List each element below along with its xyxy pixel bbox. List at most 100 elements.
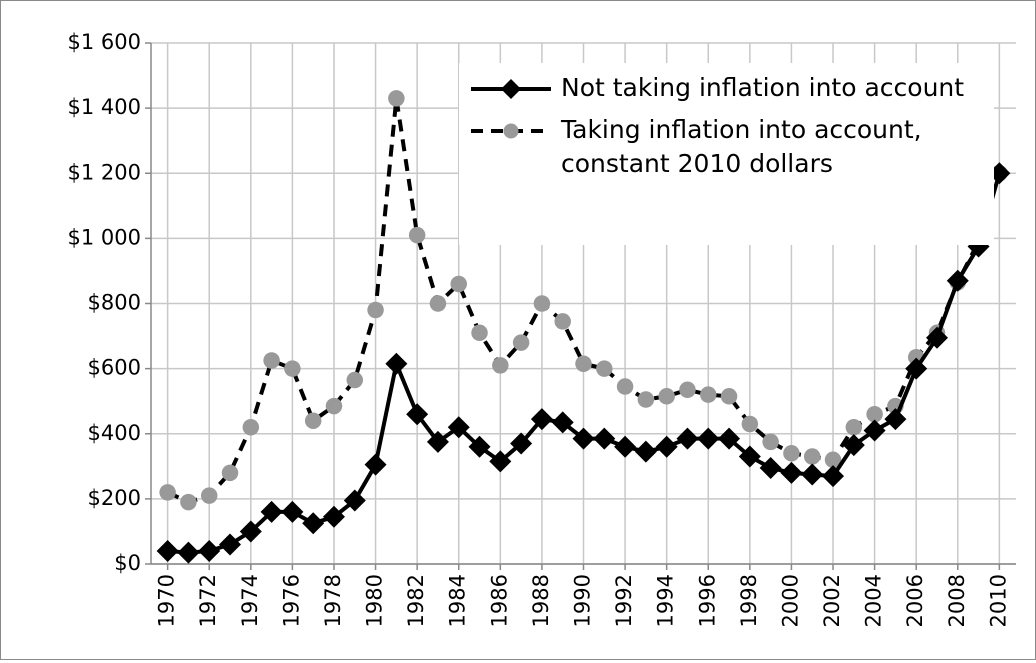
marker bbox=[198, 539, 221, 562]
marker bbox=[554, 313, 571, 330]
marker bbox=[634, 440, 657, 463]
marker bbox=[616, 378, 634, 395]
x-tick-label: 2008 bbox=[945, 574, 969, 627]
marker bbox=[429, 295, 447, 312]
y-tick-label: $1 600 bbox=[68, 30, 141, 54]
marker bbox=[801, 463, 824, 486]
marker bbox=[242, 418, 260, 436]
marker bbox=[501, 79, 521, 99]
legend-swatch bbox=[471, 123, 551, 139]
marker bbox=[471, 324, 488, 342]
marker bbox=[884, 408, 907, 431]
marker bbox=[575, 355, 592, 372]
legend-label: Not taking inflation into account bbox=[561, 73, 965, 102]
marker bbox=[221, 464, 239, 482]
y-tick-label: $400 bbox=[88, 421, 141, 445]
y-tick-label: $0 bbox=[114, 551, 141, 575]
legend-label: Taking inflation into account, constant … bbox=[561, 115, 922, 178]
marker bbox=[762, 433, 779, 451]
marker bbox=[260, 500, 283, 523]
legend-item: Not taking inflation into account bbox=[469, 71, 984, 105]
marker bbox=[925, 326, 948, 349]
y-tick-label: $800 bbox=[88, 291, 141, 315]
marker bbox=[156, 539, 179, 562]
marker bbox=[697, 427, 720, 450]
marker bbox=[468, 435, 491, 458]
marker bbox=[450, 275, 467, 293]
x-tick-label: 1996 bbox=[695, 574, 719, 627]
marker bbox=[759, 456, 782, 479]
marker bbox=[824, 451, 842, 469]
x-tick-label: 1984 bbox=[446, 574, 470, 627]
marker bbox=[533, 295, 551, 312]
marker bbox=[655, 435, 678, 458]
marker bbox=[510, 432, 533, 455]
marker bbox=[304, 412, 322, 429]
marker bbox=[718, 427, 741, 450]
marker bbox=[866, 405, 883, 423]
marker bbox=[322, 505, 345, 528]
legend-swatch bbox=[471, 79, 551, 99]
x-tick-label: 1970 bbox=[155, 574, 179, 627]
x-tick-label: 1988 bbox=[529, 574, 553, 627]
x-tick-label: 1994 bbox=[654, 574, 678, 627]
marker bbox=[263, 352, 280, 369]
y-tick-label: $200 bbox=[88, 486, 141, 510]
marker bbox=[346, 371, 364, 389]
marker bbox=[530, 408, 553, 431]
x-tick-label: 1986 bbox=[487, 574, 511, 627]
marker bbox=[780, 461, 803, 484]
marker bbox=[783, 445, 800, 462]
marker bbox=[676, 427, 699, 450]
x-tick-label: 2004 bbox=[862, 574, 886, 627]
x-tick-label: 1974 bbox=[238, 574, 262, 627]
marker bbox=[637, 391, 655, 408]
marker bbox=[364, 453, 387, 476]
marker bbox=[741, 415, 759, 433]
marker bbox=[596, 360, 613, 377]
marker bbox=[551, 411, 574, 434]
x-tick-label: 2006 bbox=[903, 574, 927, 627]
marker bbox=[302, 512, 325, 535]
marker bbox=[700, 386, 717, 403]
y-tick-label: $600 bbox=[88, 356, 141, 380]
marker bbox=[593, 427, 616, 450]
x-tick-label: 1998 bbox=[737, 574, 761, 627]
marker bbox=[180, 493, 197, 511]
marker bbox=[863, 419, 886, 442]
marker bbox=[842, 434, 865, 457]
marker bbox=[388, 90, 405, 107]
x-tick-label: 1980 bbox=[363, 574, 387, 627]
marker bbox=[159, 484, 176, 501]
y-tick-label: $1 000 bbox=[68, 225, 141, 249]
x-tick-label: 1982 bbox=[404, 574, 428, 627]
marker bbox=[503, 123, 519, 139]
marker bbox=[447, 416, 470, 439]
marker bbox=[822, 465, 845, 488]
x-tick-label: 2010 bbox=[986, 574, 1010, 627]
x-tick-label: 1976 bbox=[279, 574, 303, 627]
marker bbox=[720, 388, 738, 405]
x-tick-label: 1972 bbox=[196, 574, 220, 627]
marker bbox=[489, 450, 512, 473]
legend: Not taking inflation into account Taking … bbox=[459, 63, 994, 245]
marker bbox=[572, 427, 595, 450]
marker bbox=[803, 448, 821, 465]
x-tick-label: 2000 bbox=[778, 574, 802, 627]
y-tick-label: $1 400 bbox=[68, 95, 141, 119]
marker bbox=[385, 352, 408, 375]
marker bbox=[367, 301, 384, 319]
marker bbox=[845, 418, 863, 436]
y-tick-label: $1 200 bbox=[68, 160, 141, 184]
marker bbox=[284, 360, 301, 377]
marker bbox=[426, 430, 449, 453]
marker bbox=[512, 334, 530, 351]
marker bbox=[219, 533, 242, 556]
marker bbox=[738, 445, 761, 468]
marker bbox=[281, 500, 304, 523]
marker bbox=[905, 357, 928, 380]
marker bbox=[406, 403, 429, 426]
marker bbox=[239, 520, 262, 543]
legend-item: Taking inflation into account, constant … bbox=[469, 113, 984, 181]
